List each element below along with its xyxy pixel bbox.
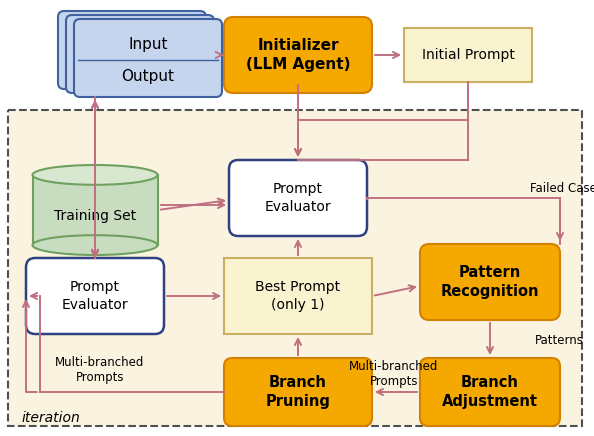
Bar [224, 258, 372, 334]
Bar [8, 110, 582, 426]
FancyBboxPatch shape [66, 15, 214, 93]
Ellipse shape [33, 165, 157, 185]
Text: Initializer
(LLM Agent): Initializer (LLM Agent) [246, 38, 350, 72]
Text: Pattern
Recognition: Pattern Recognition [441, 265, 539, 299]
FancyBboxPatch shape [420, 358, 560, 426]
Ellipse shape [33, 235, 157, 255]
Text: iteration: iteration [22, 411, 81, 425]
Text: Multi-branched
Prompts: Multi-branched Prompts [55, 356, 145, 384]
Text: Multi-branched
Prompts: Multi-branched Prompts [349, 360, 439, 388]
Text: Failed Cases: Failed Cases [530, 181, 594, 194]
Text: Output: Output [122, 68, 175, 84]
FancyBboxPatch shape [224, 17, 372, 93]
Bar [404, 28, 532, 82]
Bar [33, 175, 157, 245]
FancyBboxPatch shape [420, 244, 560, 320]
FancyBboxPatch shape [58, 11, 206, 89]
Text: Patterns: Patterns [535, 334, 584, 347]
FancyBboxPatch shape [74, 19, 222, 97]
Text: Input: Input [128, 37, 168, 51]
FancyBboxPatch shape [224, 358, 372, 426]
Text: Branch
Adjustment: Branch Adjustment [442, 375, 538, 409]
FancyBboxPatch shape [26, 258, 164, 334]
Text: Prompt
Evaluator: Prompt Evaluator [265, 182, 331, 214]
Text: Best Prompt
(only 1): Best Prompt (only 1) [255, 280, 340, 312]
FancyBboxPatch shape [229, 160, 367, 236]
Text: Training Set: Training Set [54, 209, 136, 223]
Text: Branch
Pruning: Branch Pruning [266, 375, 330, 409]
Text: Initial Prompt: Initial Prompt [422, 48, 514, 62]
Text: Prompt
Evaluator: Prompt Evaluator [62, 280, 128, 312]
